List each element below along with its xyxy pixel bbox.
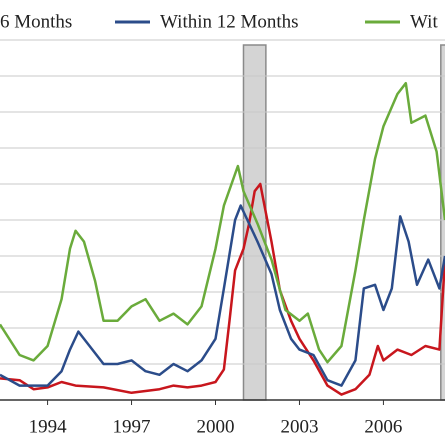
x-tick-label: 1994	[29, 416, 68, 437]
series-line	[0, 204, 445, 387]
legend-label: Wit	[410, 11, 438, 32]
legend-label: 6 Months	[0, 11, 72, 32]
x-tick-label: 2003	[280, 416, 318, 437]
recession-band	[242, 44, 267, 401]
x-tick-label: 1997	[113, 416, 151, 437]
x-tick-label: 2006	[364, 416, 402, 437]
x-tick-label: 2000	[197, 416, 235, 437]
recession-band	[440, 44, 445, 401]
series-line	[0, 81, 445, 364]
series-line	[0, 182, 445, 396]
legend-label: Within 12 Months	[160, 11, 299, 32]
